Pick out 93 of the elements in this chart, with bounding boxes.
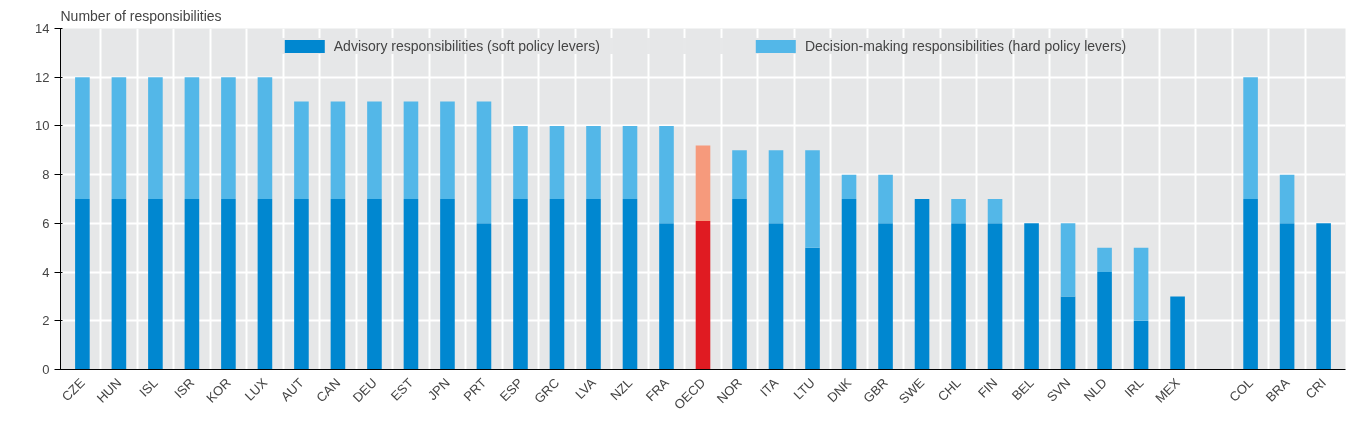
bar [914, 199, 930, 370]
bar [221, 77, 236, 199]
x-tick-label: BRA [1262, 374, 1293, 405]
bar [111, 77, 127, 199]
x-tick-label: CZE [58, 374, 88, 405]
bar [257, 199, 273, 370]
bar [586, 125, 601, 199]
bar [75, 77, 90, 199]
bar [805, 150, 820, 248]
bar [1170, 296, 1185, 370]
bar [1279, 174, 1295, 224]
bar [695, 220, 711, 370]
bar [805, 247, 820, 370]
bar [987, 199, 1003, 224]
x-tick-label: ISL [136, 375, 161, 400]
x-tick-label: CHL [934, 375, 964, 405]
bar [549, 199, 565, 370]
y-tick-label: 0 [42, 362, 50, 377]
bar [330, 101, 346, 199]
x-tick-label: ITA [757, 374, 782, 400]
bar [111, 199, 127, 370]
bar [768, 150, 784, 224]
bar [367, 199, 382, 370]
bar [659, 125, 674, 224]
y-tick-label: 8 [42, 167, 50, 183]
bar [695, 145, 711, 221]
bar [732, 150, 747, 199]
x-tick-label: LVA [572, 374, 600, 402]
bar [513, 125, 528, 199]
y-axis-title: Number of responsibilities [60, 7, 222, 24]
bar [951, 223, 966, 370]
x-tick-label: FRA [642, 374, 673, 405]
bar [732, 199, 747, 370]
bar [622, 125, 638, 199]
bar [951, 199, 966, 224]
bar [75, 199, 90, 370]
bar [586, 199, 601, 370]
y-tick-label: 10 [35, 118, 50, 134]
bar [440, 101, 455, 199]
bar [1097, 272, 1112, 370]
bar [622, 199, 638, 370]
bar [1133, 320, 1149, 370]
y-tick-label: 12 [35, 69, 50, 85]
y-tick-label: 4 [42, 264, 50, 280]
bar [403, 199, 419, 370]
bar [513, 199, 528, 370]
bar [221, 199, 236, 370]
bar [841, 199, 857, 370]
bar [1243, 199, 1258, 370]
bar [440, 199, 455, 370]
bar [1316, 223, 1331, 370]
bar [257, 77, 273, 199]
legend-label: Advisory responsibilities (soft policy levers) [333, 38, 600, 54]
bar [1097, 247, 1112, 273]
bar [987, 223, 1003, 370]
legend-label: Decision-making responsibilities (hard policy levers) [804, 38, 1127, 54]
bar [476, 101, 492, 224]
x-tick-label: NZL [607, 375, 636, 404]
x-tick-label: FIN [974, 375, 1001, 401]
bar [476, 223, 492, 370]
bar [403, 101, 419, 199]
bar [148, 199, 163, 370]
bar [330, 199, 346, 370]
bar [841, 174, 857, 199]
x-tick-label: ISR [171, 375, 198, 402]
bar [1060, 223, 1076, 297]
x-tick-label: NLD [1080, 375, 1110, 405]
x-tick-label: CRI [1302, 375, 1329, 402]
bar [1243, 77, 1258, 199]
bar [878, 223, 893, 370]
bar [294, 199, 309, 370]
x-tick-label: BEL [1008, 375, 1037, 404]
x-tick-label: COL [1226, 375, 1256, 405]
bar [768, 223, 784, 370]
bar [184, 77, 200, 199]
bar [878, 174, 893, 224]
x-tick-label: LTU [790, 375, 818, 403]
x-tick-label: JPN [424, 375, 453, 404]
x-tick-label: IRL [1121, 375, 1147, 401]
bar [1279, 223, 1295, 370]
bar [367, 101, 382, 199]
x-tick-label: ESP [496, 375, 526, 405]
bar [659, 223, 674, 370]
bar [549, 125, 565, 199]
bar [1024, 223, 1039, 370]
bar [1060, 296, 1076, 370]
y-tick-label: 6 [42, 215, 50, 231]
bar [294, 101, 309, 199]
y-tick-label: 2 [42, 313, 50, 329]
bar [184, 199, 200, 370]
bar [1133, 247, 1149, 321]
y-tick-label: 14 [35, 21, 50, 36]
bar [148, 77, 163, 199]
